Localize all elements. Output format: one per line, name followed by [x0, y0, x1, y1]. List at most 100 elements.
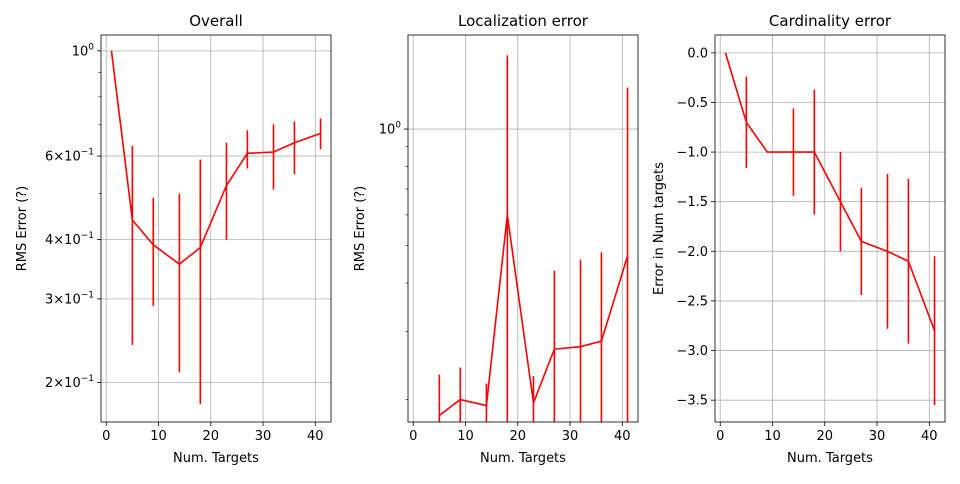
series-line: [724, 52, 936, 331]
tick-exponent-base: 10: [64, 376, 81, 391]
tick-exponent: −1: [81, 148, 94, 158]
y-tick-label: −3.0: [676, 344, 708, 359]
x-tick-label: 10: [764, 429, 781, 444]
x-tick-label: 40: [921, 429, 938, 444]
tick-mantissa: 3: [45, 292, 53, 307]
tick-exponent-base: 10: [64, 150, 81, 165]
data-point: [745, 121, 747, 123]
x-tick-label: 0: [716, 429, 724, 444]
data-point: [839, 201, 841, 203]
data-point: [320, 132, 322, 134]
data-point: [110, 50, 112, 52]
tick-exponent-base: 10: [64, 292, 81, 307]
series-1: [438, 55, 629, 422]
series-1: [110, 50, 322, 405]
x-tick-label: 20: [816, 429, 833, 444]
y-tick-label: 4×10−1: [45, 231, 94, 248]
x-tick-label: 20: [509, 429, 526, 444]
x-axis-label: Num. Targets: [787, 451, 873, 466]
data-point: [813, 151, 815, 153]
y-tick-label: −1.5: [676, 195, 708, 210]
y-axis-label: RMS Error (?): [353, 186, 368, 272]
data-point: [934, 330, 936, 332]
data-point: [627, 255, 629, 257]
data-point: [907, 260, 909, 262]
data-point: [246, 152, 248, 154]
chart-title: Cardinality error: [769, 12, 892, 30]
data-point: [600, 340, 602, 342]
tick-mantissa: 4: [45, 233, 53, 248]
data-point: [152, 244, 154, 246]
x-tick-label: 30: [562, 429, 579, 444]
x-axis-label: Num. Targets: [480, 451, 566, 466]
data-point: [580, 346, 582, 348]
x-tick-label: 30: [869, 429, 886, 444]
y-axis-label: Error in Num targets: [652, 162, 667, 295]
data-point: [532, 402, 534, 404]
y-tick-label: 2×10−1: [45, 374, 94, 391]
data-point: [766, 151, 768, 153]
data-point: [506, 214, 508, 216]
series-1: [724, 52, 936, 406]
x-tick-label: 0: [409, 429, 417, 444]
y-tick-label: 0.0: [687, 46, 708, 61]
x-tick-label: 40: [614, 429, 631, 444]
y-tick-label: −0.5: [676, 96, 708, 111]
x-tick-label: 0: [102, 429, 110, 444]
data-point: [225, 185, 227, 187]
data-point: [553, 348, 555, 350]
tick-times: ×: [53, 292, 64, 307]
data-point: [887, 250, 889, 252]
tick-exponent: −1: [81, 231, 94, 241]
tick-exponent: −1: [81, 374, 94, 384]
y-tick-label: −2.5: [676, 294, 708, 309]
chart-title: Localization error: [458, 12, 589, 30]
data-point: [860, 240, 862, 242]
tick-exponent: 0: [395, 121, 401, 131]
x-tick-label: 20: [202, 429, 219, 444]
tick-exponent-base: 10: [64, 233, 81, 248]
data-point: [792, 151, 794, 153]
y-tick-label: 3×10−1: [45, 290, 94, 307]
axes-frame: [407, 34, 639, 423]
tick-exponent-base: 10: [72, 44, 89, 59]
data-point: [293, 142, 295, 144]
tick-mantissa: 6: [45, 150, 53, 165]
series-line: [110, 50, 321, 265]
data-point: [273, 151, 275, 153]
tick-times: ×: [53, 233, 64, 248]
x-axis-label: Num. Targets: [173, 451, 259, 466]
y-tick-label: −2.0: [676, 245, 708, 260]
x-tick-label: 40: [307, 429, 324, 444]
axes-frame: [714, 34, 946, 423]
y-tick-label: 6×10−1: [45, 148, 94, 165]
tick-exponent: 0: [88, 42, 94, 52]
x-tick-label: 30: [255, 429, 272, 444]
tick-times: ×: [53, 150, 64, 165]
tick-exponent: −1: [81, 290, 94, 300]
x-tick-label: 10: [457, 429, 474, 444]
y-tick-label: 100: [72, 42, 95, 59]
x-tick-label: 10: [150, 429, 167, 444]
data-point: [485, 405, 487, 407]
axes-frame: [100, 34, 332, 423]
data-point: [724, 52, 726, 54]
subplot-3: 0 10 20 30 40 0.0 −0.5 −1.0 −1.5 −2.0 −2.5 −3.0 −3.5…: [652, 12, 946, 466]
data-point: [199, 246, 201, 248]
y-tick-label: −3.5: [676, 394, 708, 409]
data-point: [131, 219, 133, 221]
tick-exponent-base: 10: [379, 123, 396, 138]
data-point: [459, 399, 461, 401]
chart-title: Overall: [189, 12, 243, 30]
tick-mantissa: 2: [45, 376, 53, 391]
y-axis-label: RMS Error (?): [15, 186, 30, 272]
data-point: [178, 263, 180, 265]
data-point: [438, 414, 440, 416]
subplot-1: 0 10 20 30 402×10−13×10−14×10−16×10−1100Over…: [15, 12, 332, 466]
series-line: [438, 214, 629, 417]
y-tick-label: 100: [379, 121, 402, 138]
tick-times: ×: [53, 376, 64, 391]
